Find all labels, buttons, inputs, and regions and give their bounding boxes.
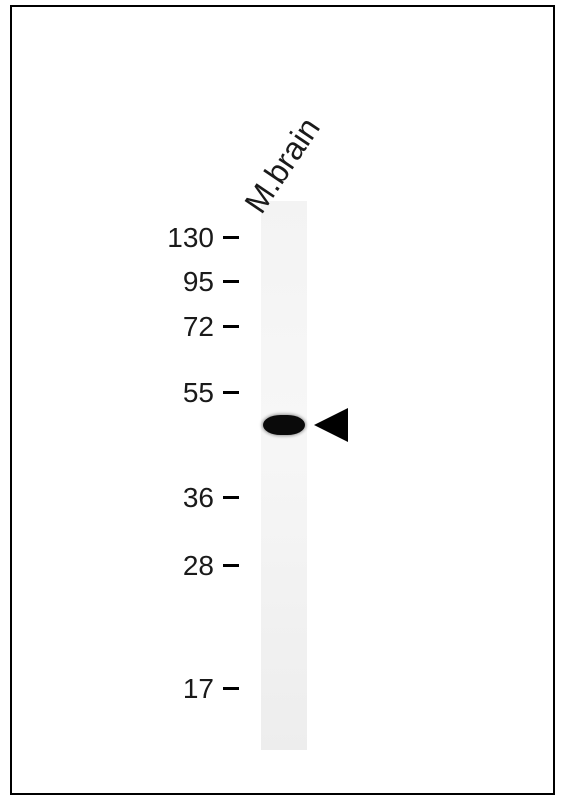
mw-tick	[223, 687, 239, 690]
protein-band	[263, 415, 305, 435]
mw-tick	[223, 325, 239, 328]
mw-label: 36	[144, 482, 214, 514]
mw-tick	[223, 280, 239, 283]
mw-label: 28	[144, 550, 214, 582]
mw-tick	[223, 564, 239, 567]
mw-label: 55	[144, 377, 214, 409]
mw-tick	[223, 236, 239, 239]
mw-tick	[223, 496, 239, 499]
blot-lane	[261, 201, 307, 750]
band-arrow-icon	[314, 408, 348, 442]
mw-tick	[223, 391, 239, 394]
mw-label: 95	[144, 266, 214, 298]
mw-label: 72	[144, 311, 214, 343]
mw-label: 130	[144, 222, 214, 254]
mw-label: 17	[144, 673, 214, 705]
